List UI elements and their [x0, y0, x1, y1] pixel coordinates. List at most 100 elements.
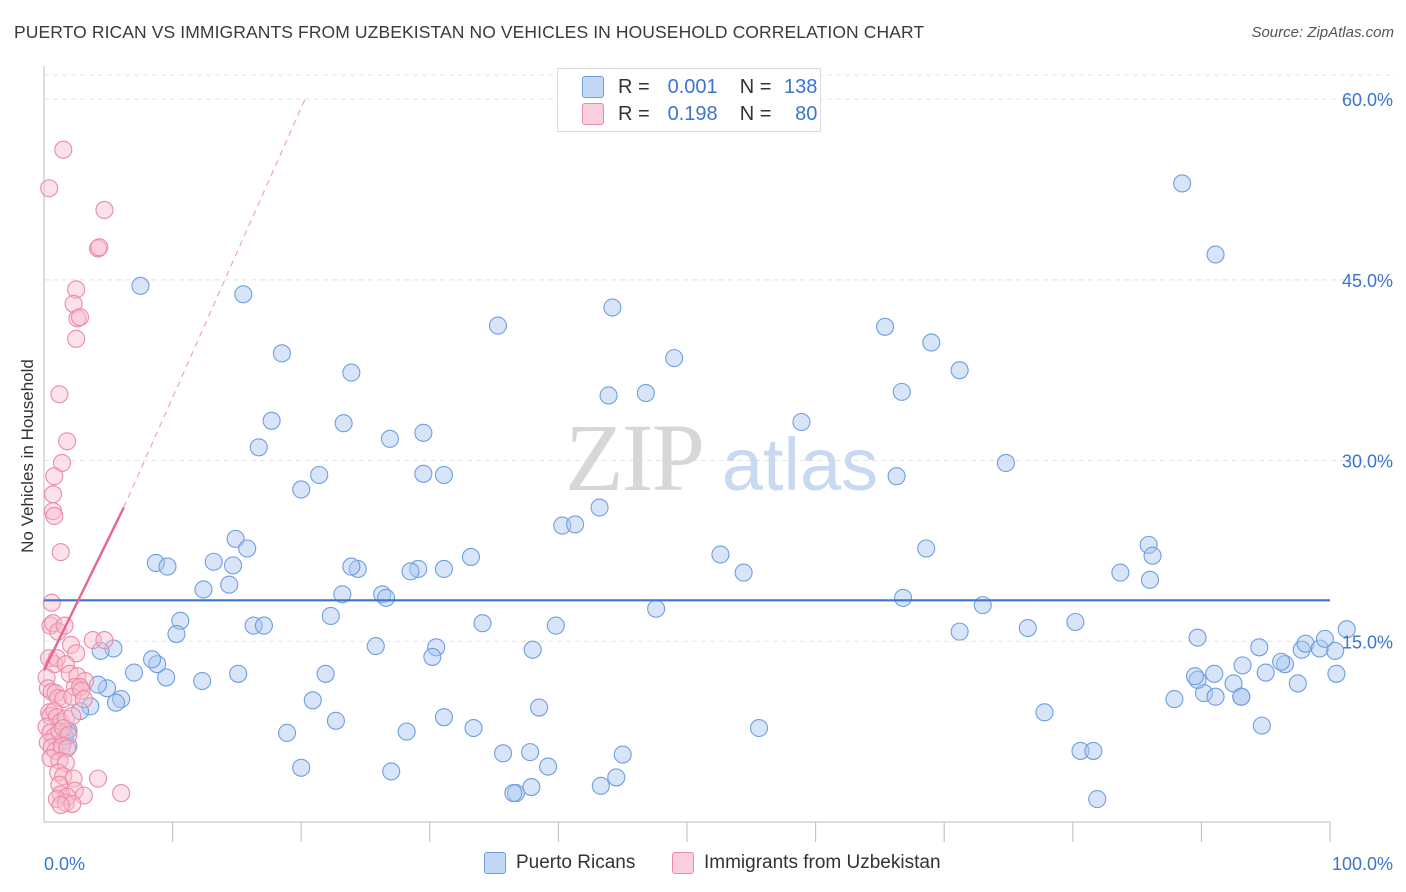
data-point-uzbekistan [52, 453, 72, 473]
data-point-puerto-rican [950, 361, 969, 380]
data-point-uzbekistan [76, 671, 95, 691]
series-immigrants-uzbekistan [37, 140, 131, 815]
data-point-uzbekistan [54, 140, 73, 159]
data-point-puerto-rican [892, 382, 911, 401]
data-point-puerto-rican [607, 768, 626, 787]
legend-r-value: 0.198 [667, 102, 718, 125]
data-point-puerto-rican [1310, 639, 1329, 658]
data-point-puerto-rican [1205, 664, 1224, 683]
data-point-puerto-rican [397, 722, 416, 741]
series-puerto-ricans [54, 174, 1356, 809]
data-point-puerto-rican [523, 640, 542, 659]
data-point-puerto-rican [613, 745, 632, 764]
watermark-atlas: atlas [722, 423, 878, 506]
data-point-puerto-rican [401, 562, 420, 581]
data-point-puerto-rican [599, 386, 618, 405]
data-point-puerto-rican [1139, 535, 1158, 554]
data-point-puerto-rican [1206, 245, 1225, 264]
data-point-puerto-rican [1165, 690, 1184, 709]
data-point-uzbekistan [95, 200, 114, 219]
data-point-uzbekistan [74, 690, 93, 709]
data-point-puerto-rican [316, 664, 335, 683]
data-point-puerto-rican [749, 718, 769, 738]
data-point-puerto-rican [342, 363, 361, 382]
data-point-puerto-rican [310, 465, 329, 485]
data-point-puerto-rican [1232, 687, 1251, 706]
y-tick-label: 45.0% [1342, 271, 1393, 291]
legend-r-label: R = [618, 102, 650, 125]
data-point-puerto-rican [292, 758, 311, 777]
data-point-uzbekistan [63, 687, 82, 706]
data-point-puerto-rican [1224, 674, 1243, 693]
data-point-uzbekistan [70, 308, 90, 327]
data-point-puerto-rican [204, 552, 223, 571]
chart-title: PUERTO RICAN VS IMMIGRANTS FROM UZBEKIST… [14, 22, 925, 42]
data-point-puerto-rican [334, 414, 353, 433]
data-point-puerto-rican [922, 333, 941, 352]
data-point-puerto-rican [167, 624, 186, 644]
data-point-puerto-rican [106, 693, 126, 712]
data-point-puerto-rican [996, 453, 1015, 473]
data-point-uzbekistan [45, 506, 64, 526]
x-tick-label-min: 0.0% [44, 854, 85, 874]
data-point-puerto-rican [292, 480, 311, 499]
legend-row-uzbekistan: R = 0.198 N = 80 [582, 102, 817, 126]
data-point-puerto-rican [636, 384, 655, 403]
data-point-puerto-rican [193, 671, 212, 691]
data-point-puerto-rican [112, 690, 131, 709]
data-point-uzbekistan [58, 432, 77, 451]
data-point-puerto-rican [665, 349, 684, 368]
data-point-puerto-rican [1035, 703, 1054, 722]
legend-swatch-pink [582, 103, 604, 125]
trend-line-uzbekistan [42, 507, 125, 671]
data-point-puerto-rican [423, 647, 442, 666]
data-point-puerto-rican [249, 438, 268, 457]
data-point-puerto-rican [380, 429, 399, 448]
source-label: Source: ZipAtlas.com [1251, 24, 1394, 41]
trend-line-uzbekistan-extension [123, 98, 306, 508]
y-tick-label: 60.0% [1342, 90, 1393, 110]
data-point-puerto-rican [1272, 652, 1291, 671]
data-point-puerto-rican [146, 553, 165, 573]
data-point-puerto-rican [473, 614, 492, 633]
data-point-puerto-rican [1288, 674, 1307, 693]
data-point-puerto-rican [566, 515, 585, 534]
data-point-puerto-rican [366, 637, 385, 656]
data-point-puerto-rican [1206, 687, 1225, 706]
data-point-puerto-rican [973, 596, 992, 615]
data-point-uzbekistan [61, 635, 81, 654]
data-point-puerto-rican [382, 762, 401, 781]
data-point-puerto-rican [464, 718, 483, 738]
data-point-puerto-rican [414, 423, 433, 442]
data-point-uzbekistan [51, 543, 70, 562]
data-point-puerto-rican [229, 664, 248, 683]
x-tick-label-max: 100.0% [1332, 854, 1393, 874]
data-point-puerto-rican [1143, 546, 1162, 565]
y-axis-label: No Vehicles in Household [18, 359, 37, 553]
data-point-puerto-rican [158, 557, 177, 576]
data-point-puerto-rican [488, 316, 508, 335]
data-point-puerto-rican [734, 563, 753, 582]
data-point-puerto-rican [434, 465, 453, 485]
data-point-puerto-rican [220, 575, 239, 594]
data-point-puerto-rican [591, 776, 610, 795]
data-point-puerto-rican [1327, 664, 1346, 683]
data-point-uzbekistan [42, 593, 61, 612]
data-point-puerto-rican [342, 557, 361, 576]
data-point-puerto-rican [272, 344, 291, 363]
data-point-puerto-rican [124, 663, 144, 682]
data-point-puerto-rican [553, 516, 572, 535]
data-point-puerto-rican [333, 585, 352, 604]
data-point-puerto-rican [238, 539, 257, 558]
legend-n-label: N = [739, 75, 772, 98]
legend-r-value: 0.001 [667, 75, 718, 98]
data-point-uzbekistan [45, 467, 64, 486]
data-point-puerto-rican [530, 698, 549, 717]
data-point-puerto-rican [81, 697, 100, 716]
legend-swatch-blue [582, 76, 604, 98]
data-point-puerto-rican [97, 679, 117, 698]
data-point-uzbekistan [40, 179, 59, 198]
y-tick-label: 30.0% [1342, 452, 1393, 472]
data-point-puerto-rican [1185, 667, 1205, 686]
bottom-legend-puerto-ricans: Puerto Ricans [484, 852, 635, 874]
